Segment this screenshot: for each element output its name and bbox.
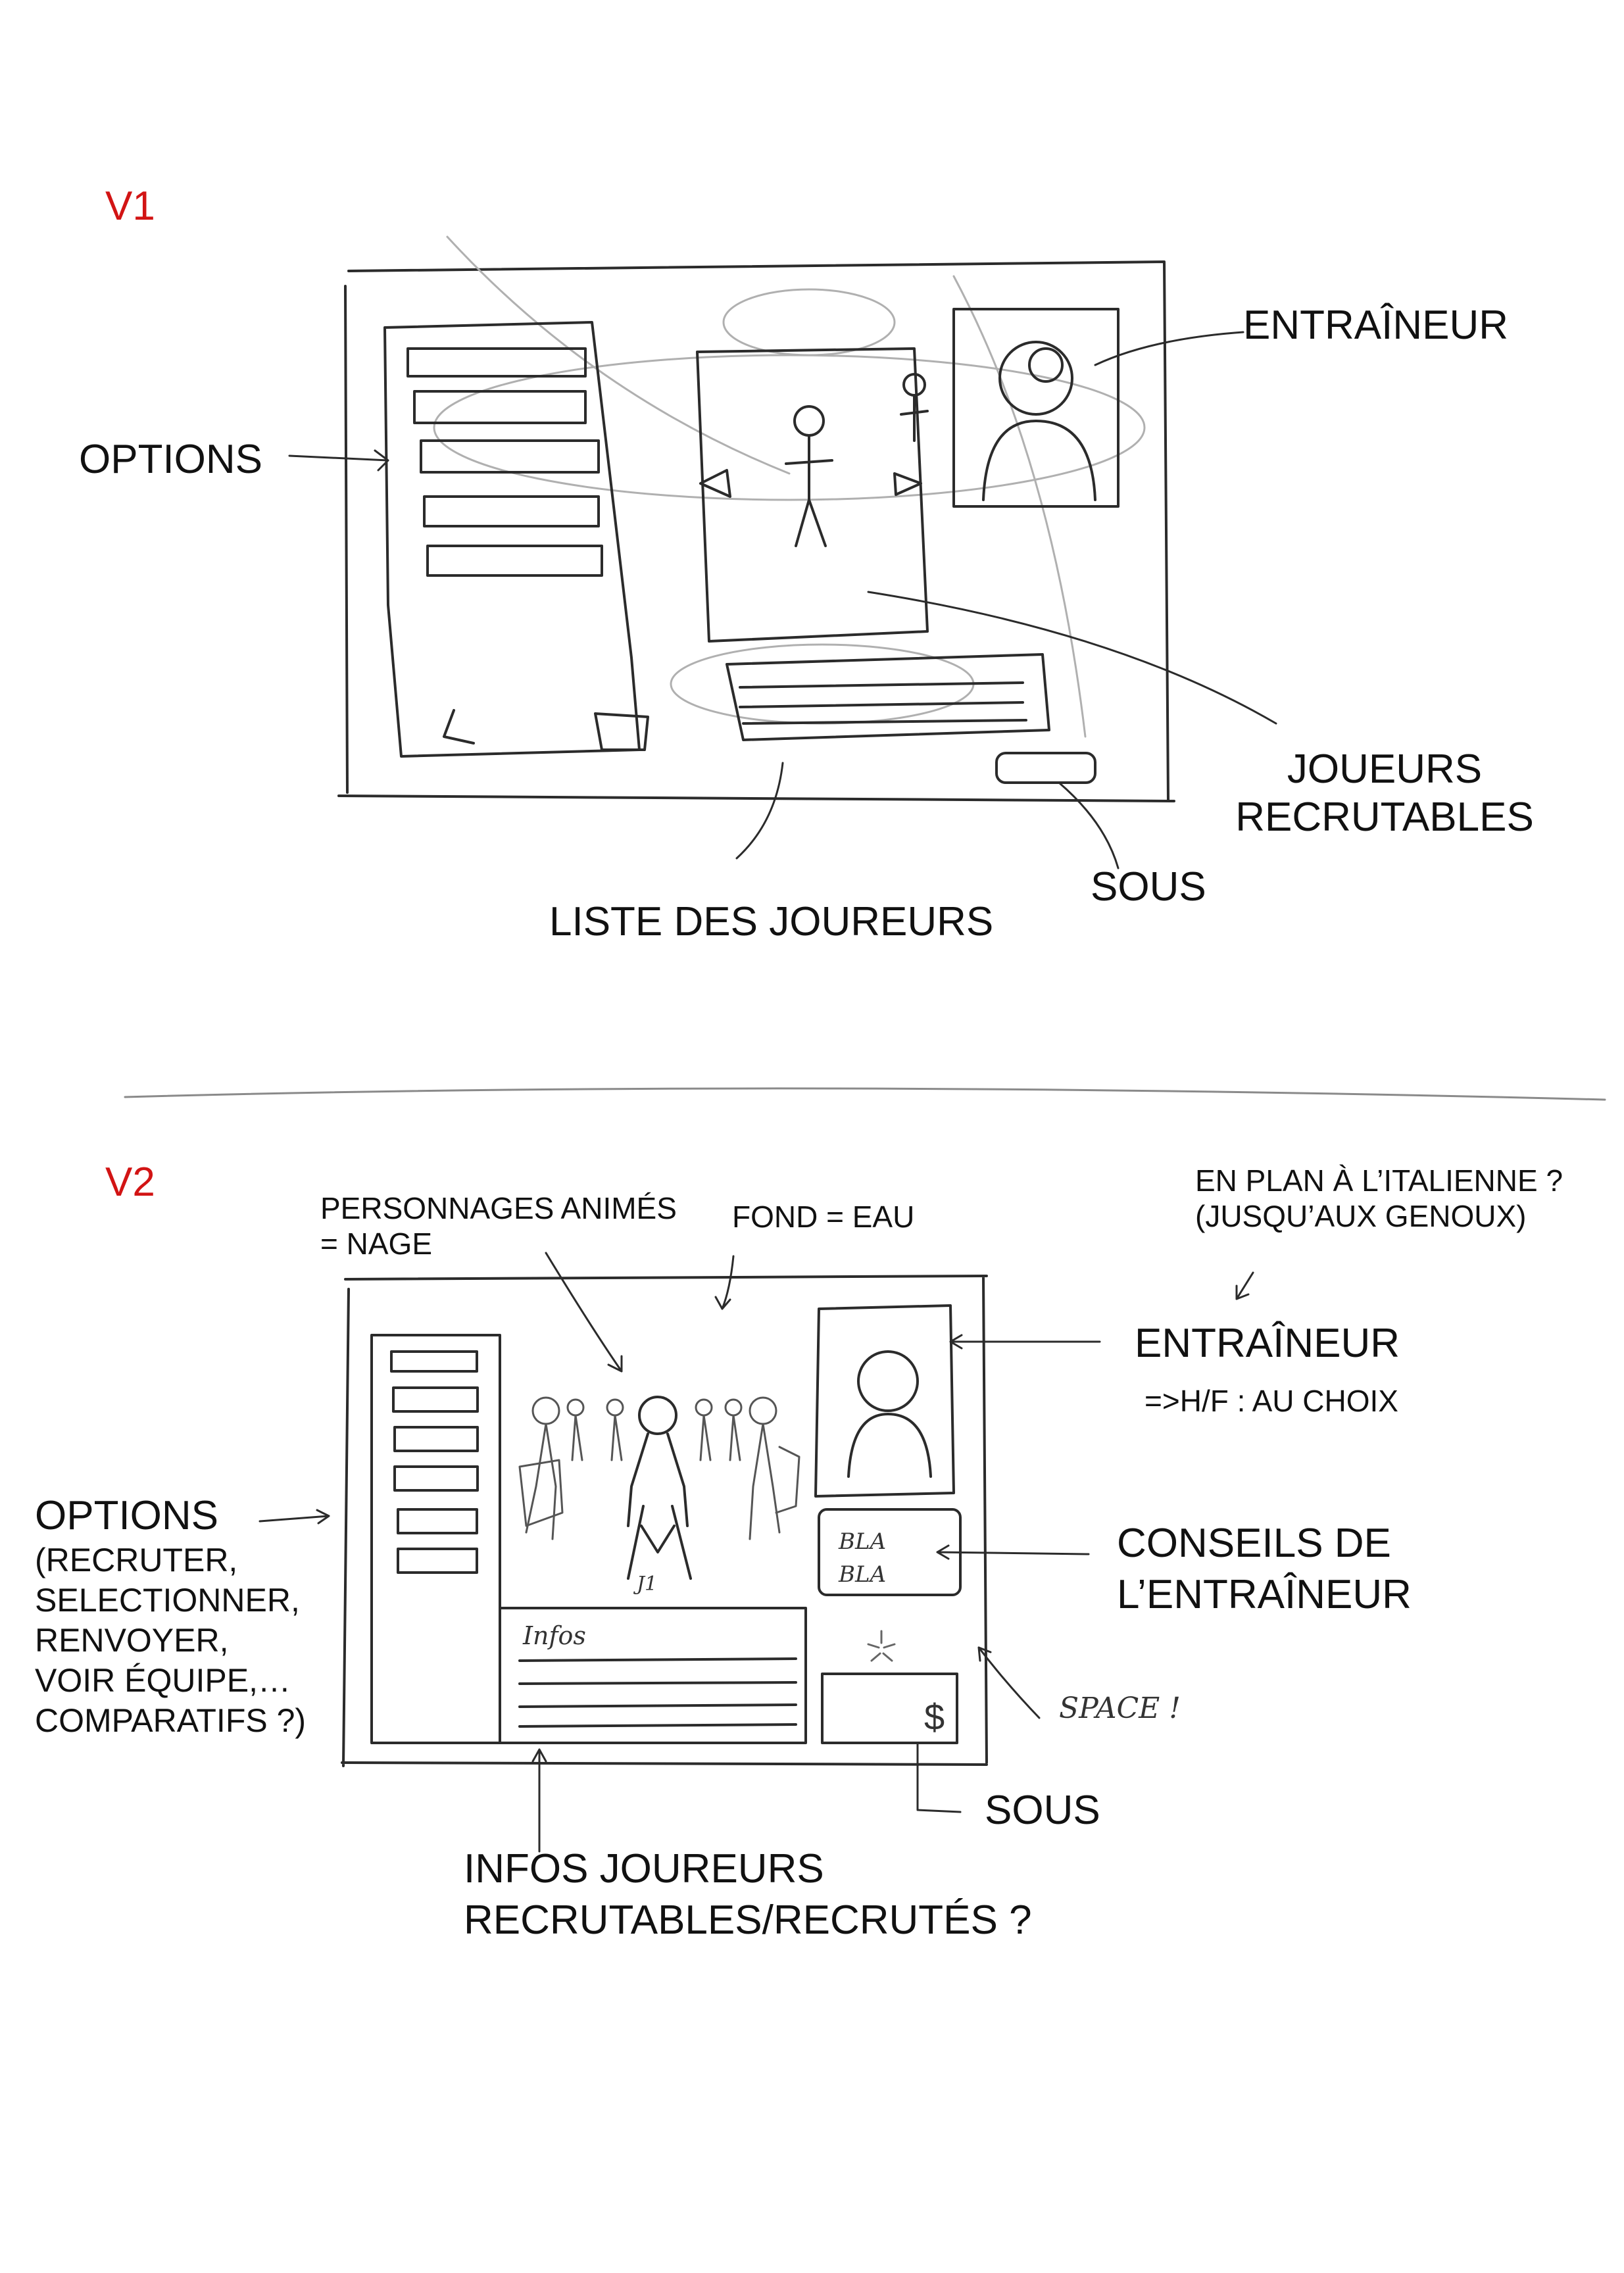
v2-option-compare: COMPARATIFS ?)	[35, 1702, 307, 1739]
v2-swimmer-figures	[518, 1396, 800, 1580]
v1-mockup	[288, 235, 1277, 869]
v1-swimmer-figures	[785, 373, 929, 547]
v2-animated-characters-line1: PERSONNAGES ANIMÉS	[320, 1191, 677, 1225]
v2-options-list: (RECRUTER, SELECTIONNER, RENVOYER, VOIR …	[35, 1540, 306, 1741]
v1-recruitable-players-line1: JOUEURS	[1287, 746, 1483, 792]
v2-coach-advice-label: CONSEILS DE L’ENTRAÎNEUR	[1117, 1518, 1412, 1620]
v2-coach-panel	[814, 1304, 955, 1498]
v2-option-select: SELECTIONNER,	[35, 1582, 300, 1619]
v2-options-panel	[370, 1334, 501, 1744]
v2-money-label: SOUS	[985, 1788, 1100, 1833]
v2-option-view-team: VOIR ÉQUIPE,…	[35, 1662, 291, 1699]
v1-recruitable-players-label: JOUEURS RECRUTABLES	[1227, 745, 1542, 841]
v1-options-label: OPTIONS	[79, 437, 263, 482]
v2-coach-figure	[847, 1350, 932, 1478]
v2-player-info-label: INFOS JOUREURS RECRUTABLES/RECRUTÉS ?	[464, 1844, 1032, 1945]
v2-bubble-line2: BLA	[838, 1561, 886, 1588]
v1-coach-figure	[982, 341, 1096, 501]
v1-leader-lines	[288, 331, 1277, 869]
v1-coach-panel	[952, 308, 1120, 508]
v1-money-box	[995, 752, 1096, 784]
v1-recruitable-players-line2: RECRUTABLES	[1235, 794, 1534, 841]
v2-version-label: V2	[105, 1160, 155, 1205]
v2-space-key-note: SPACE !	[1059, 1692, 1181, 1725]
v1-options-next-arrow	[594, 712, 649, 751]
v2-infos-panel	[499, 1607, 807, 1744]
v2-frame	[341, 1275, 988, 1767]
v2-infos-header: Infos	[522, 1621, 586, 1650]
v2-sparkle-icon	[867, 1630, 896, 1662]
v2-coach-gender-label: =>H/F : AU CHOIX	[1144, 1384, 1398, 1418]
v1-scene-box	[696, 347, 929, 643]
v2-option-dismiss: RENVOYER,	[35, 1622, 229, 1659]
v2-shot-question-label: EN PLAN À L’ITALIENNE ? (JUSQU’AUX GENOU…	[1195, 1163, 1563, 1234]
v2-background-label: FOND = EAU	[732, 1200, 915, 1234]
v2-player-tag: J1	[633, 1573, 657, 1596]
v1-player-list-lines	[739, 681, 1027, 725]
v2-player-info-line2: RECRUTABLES/RECRUTÉS ?	[464, 1897, 1032, 1943]
v2-options-label: OPTIONS	[35, 1493, 219, 1538]
v2-coach-label: ENTRAÎNEUR	[1135, 1321, 1400, 1366]
v1-option-buttons	[406, 347, 603, 577]
section-separator	[124, 1087, 1606, 1101]
v1-player-list-panel	[726, 653, 1050, 741]
v2-money-box	[821, 1673, 958, 1744]
v2-bubble-line1: BLA	[838, 1528, 886, 1555]
v1-player-list-label: LISTE DES JOUREURS	[549, 899, 994, 944]
v1-options-back-arrow	[443, 709, 475, 745]
v2-shot-question-line1: EN PLAN À L’ITALIENNE ?	[1195, 1163, 1563, 1198]
v1-coach-label: ENTRAÎNEUR	[1243, 303, 1509, 348]
v1-version-label: V1	[105, 183, 155, 229]
v2-animated-characters-label: PERSONNAGES ANIMÉS = NAGE	[320, 1190, 677, 1262]
v1-frame	[337, 260, 1175, 802]
v2-animated-characters-line2: = NAGE	[320, 1227, 433, 1261]
v1-options-panel	[383, 321, 641, 758]
v2-player-info-line1: INFOS JOUREURS	[464, 1846, 824, 1892]
v1-scene-left-arrow	[699, 469, 731, 498]
v2-infos-lines	[518, 1657, 797, 1728]
v1-money-label: SOUS	[1091, 864, 1206, 910]
v2-dollar-icon: $	[924, 1696, 945, 1738]
v1-scene-right-arrow	[893, 472, 922, 496]
v2-mockup: J1 BLA BLA Infos $ SPACE !	[258, 1252, 1254, 1853]
v2-coach-advice-line2: L’ENTRAÎNEUR	[1117, 1571, 1412, 1617]
v2-coach-advice-line1: CONSEILS DE	[1117, 1521, 1391, 1566]
v2-option-buttons	[390, 1350, 479, 1574]
v2-leader-lines	[258, 1252, 1254, 1853]
v2-option-recruit: (RECRUTER,	[35, 1542, 238, 1578]
v2-shot-question-line2: (JUSQU’AUX GENOUX)	[1195, 1199, 1527, 1234]
